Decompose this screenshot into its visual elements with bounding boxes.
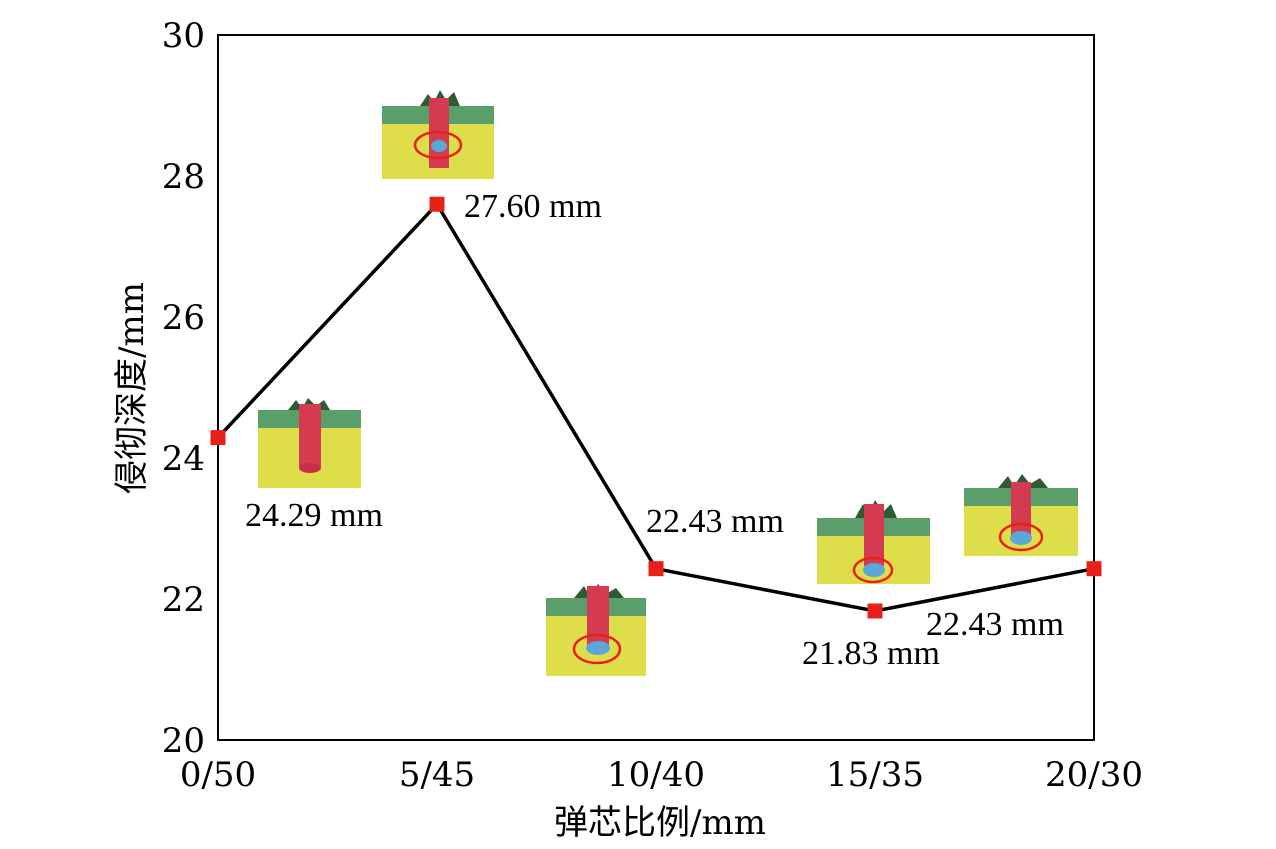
x-tick-label: 10/40: [607, 755, 705, 795]
y-tick-label: 24: [162, 439, 205, 479]
y-tick-label: 20: [162, 721, 205, 761]
data-point-marker: [210, 430, 226, 446]
y-axis-title: 侵彻深度/mm: [112, 282, 152, 494]
data-label: 27.60 mm: [464, 188, 602, 225]
simulation-thumbnail-3: [546, 584, 646, 676]
data-point-marker: [648, 561, 664, 577]
y-tick-label: 30: [162, 16, 205, 56]
x-tick-label: 15/35: [826, 755, 924, 795]
x-axis-title: 弹芯比例/mm: [554, 803, 766, 843]
data-point-marker: [429, 196, 445, 212]
y-tick-labels: 20 22 24 26 28 30: [162, 16, 205, 761]
y-tick-label: 22: [162, 580, 205, 620]
data-label: 22.43 mm: [926, 606, 1064, 643]
data-point-marker: [1086, 561, 1102, 577]
simulation-thumbnail-1: [258, 398, 361, 488]
plot-frame: [217, 34, 1095, 741]
data-label: 24.29 mm: [245, 497, 383, 534]
data-point-marker: [867, 603, 883, 619]
data-label: 22.43 mm: [646, 503, 784, 540]
series-line: [216, 201, 1095, 613]
simulation-thumbnail-2: [382, 90, 494, 179]
simulation-thumbnail-5: [964, 474, 1078, 556]
y-tick-label: 28: [162, 157, 205, 197]
simulation-thumbnail-4: [817, 500, 930, 584]
y-tick-label: 26: [162, 298, 205, 338]
data-markers: [210, 196, 1102, 619]
x-tick-label: 0/50: [180, 755, 256, 795]
x-tick-labels: 0/50 5/45 10/40 15/35 20/30: [180, 755, 1143, 795]
x-tick-label: 5/45: [399, 755, 475, 795]
x-tick-label: 20/30: [1045, 755, 1143, 795]
data-label: 21.83 mm: [802, 635, 940, 672]
